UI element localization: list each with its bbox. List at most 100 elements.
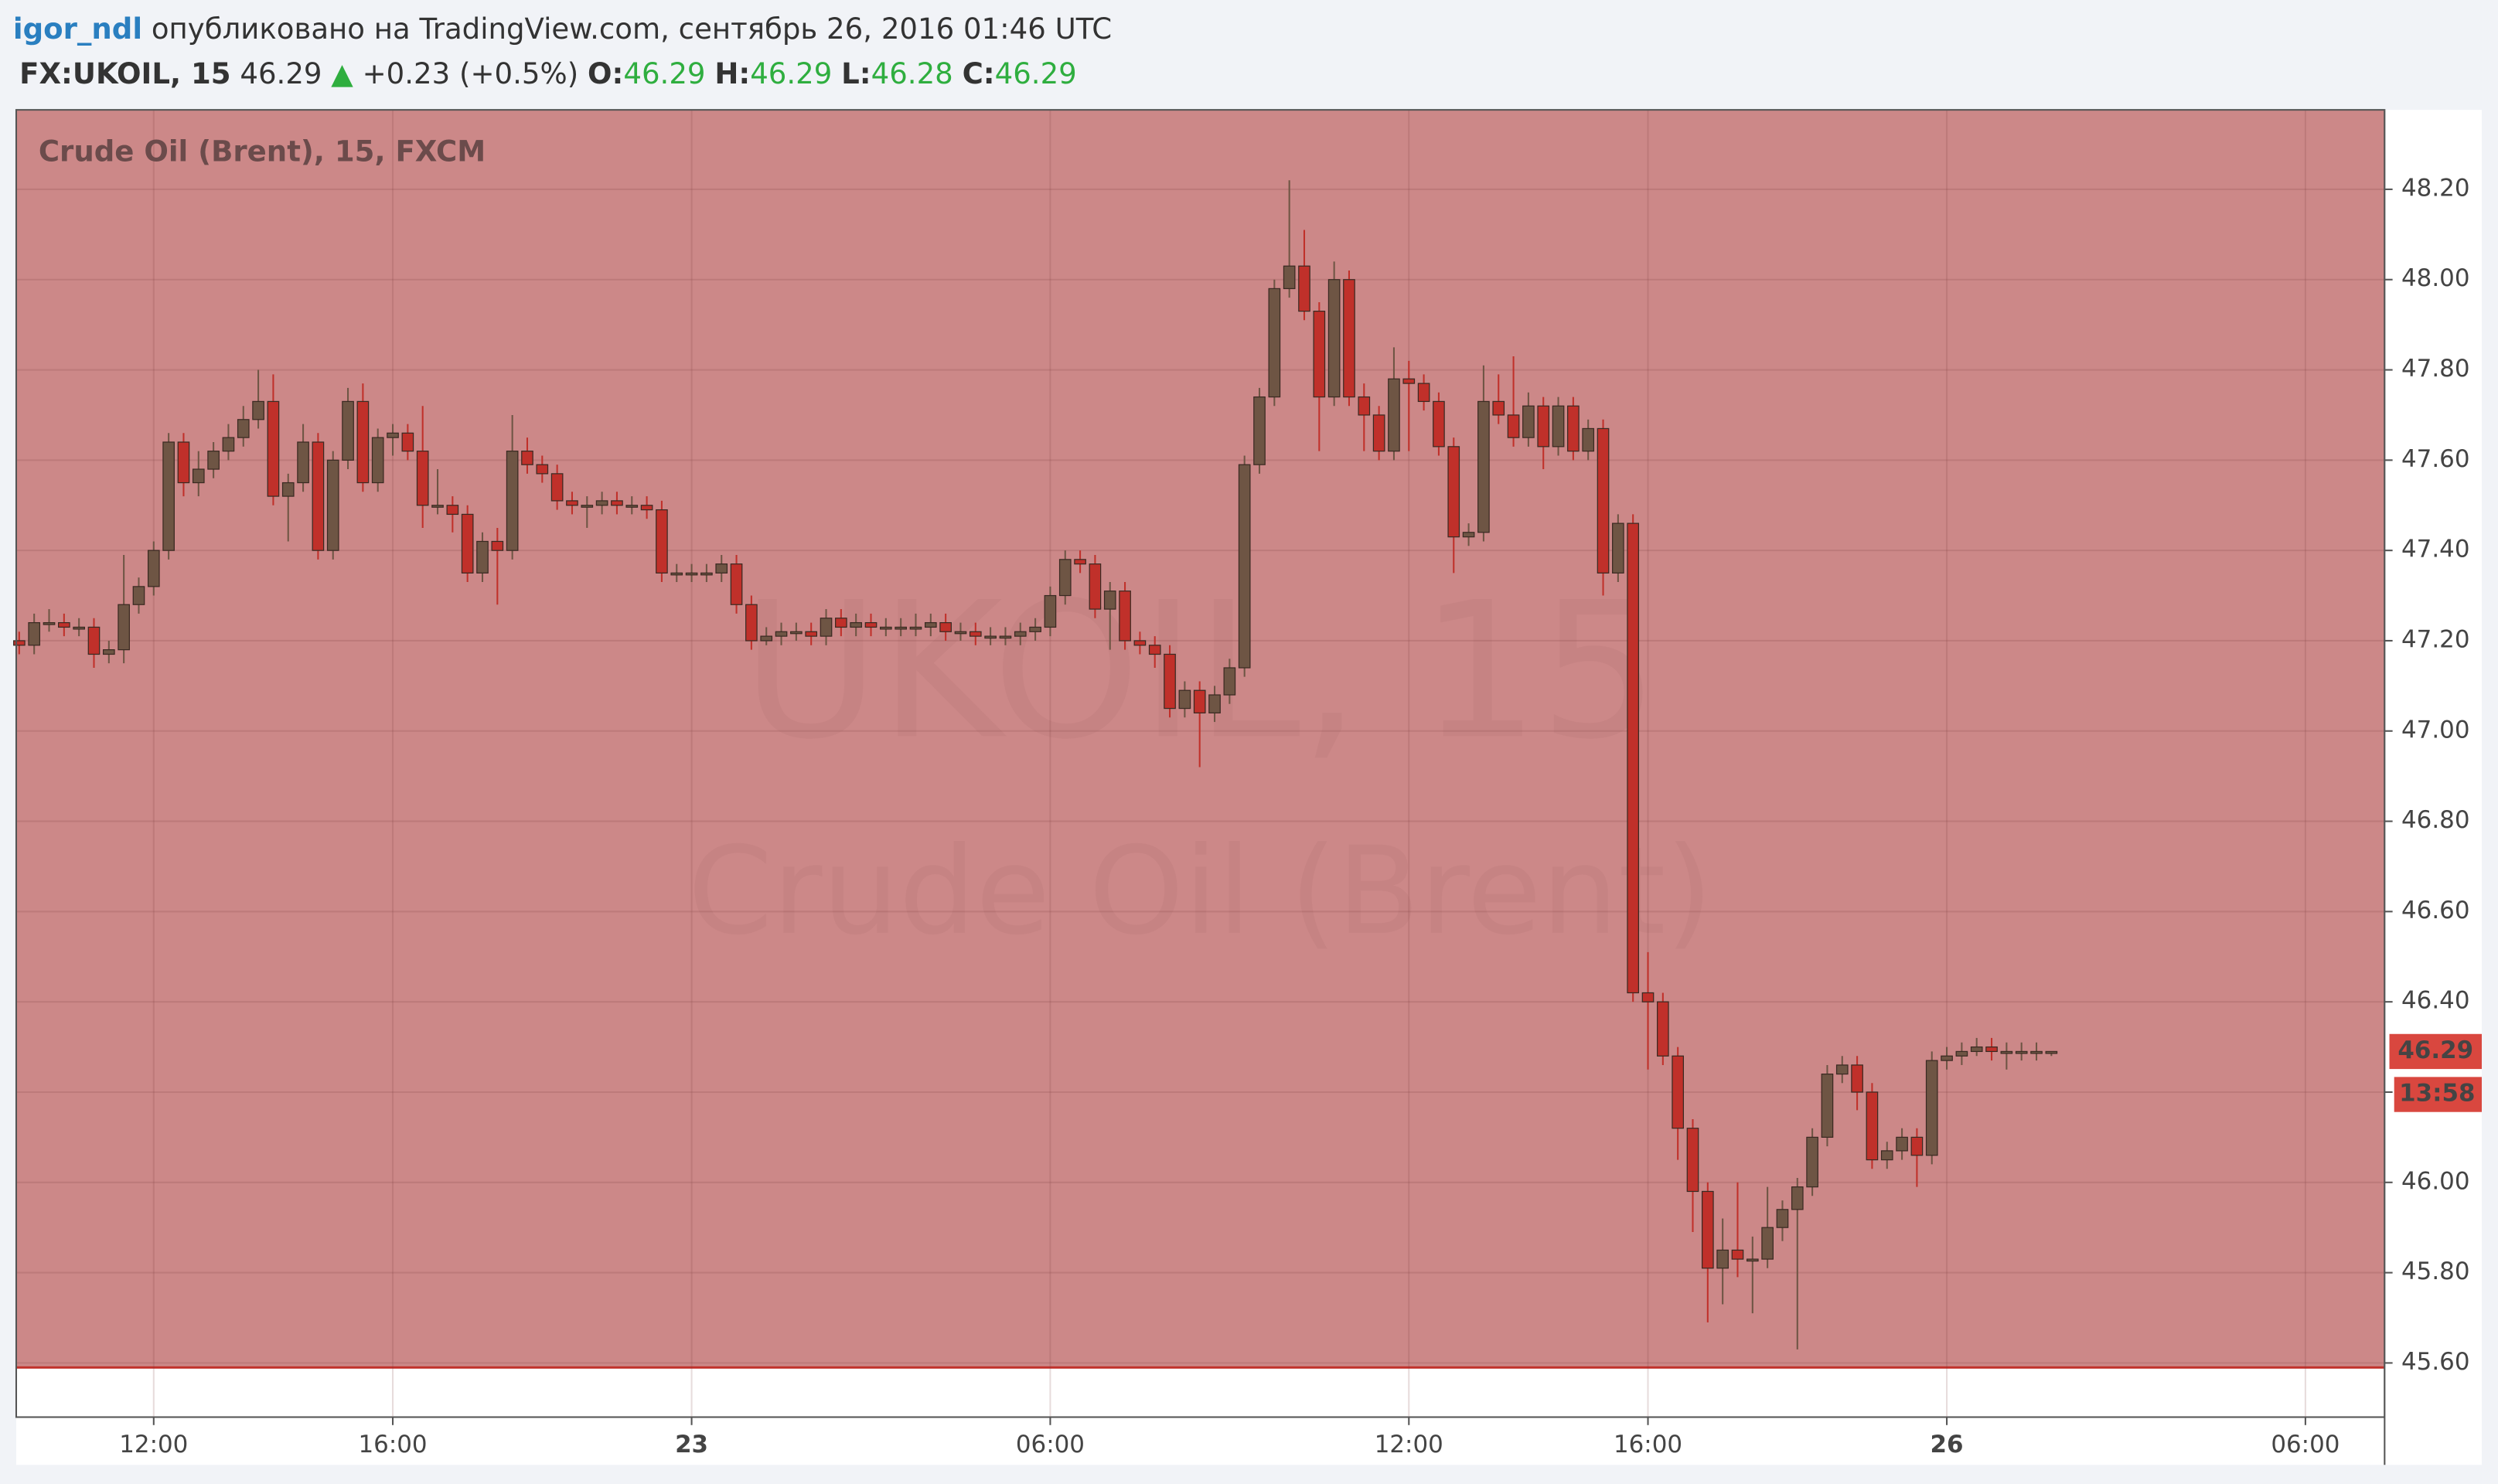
candle-body bbox=[820, 618, 833, 637]
candle-body bbox=[73, 626, 85, 630]
candle-body bbox=[715, 563, 728, 574]
candle-body bbox=[252, 400, 264, 420]
candle-body bbox=[566, 500, 578, 506]
candle-body bbox=[431, 505, 444, 508]
candle-body bbox=[969, 631, 982, 637]
candle-body bbox=[1148, 645, 1161, 655]
candle-body bbox=[1746, 1258, 1759, 1262]
candle-body bbox=[1910, 1136, 1924, 1156]
candle-body bbox=[1029, 626, 1041, 632]
candle-body bbox=[1223, 667, 1236, 696]
candle-body bbox=[1552, 405, 1565, 448]
candle-body bbox=[1103, 591, 1116, 610]
candle-body bbox=[1417, 383, 1430, 403]
candle-body bbox=[1612, 522, 1624, 574]
candle-body bbox=[1641, 992, 1655, 1002]
candle-body bbox=[461, 513, 474, 574]
candle-body bbox=[670, 572, 683, 576]
candle-body bbox=[984, 635, 997, 639]
candle-body bbox=[162, 441, 175, 551]
candle-body bbox=[939, 621, 952, 632]
y-tick-label: 47.60 bbox=[2401, 445, 2469, 473]
candle-body bbox=[1044, 594, 1057, 628]
y-tick-label: 47.80 bbox=[2401, 355, 2469, 383]
candle-body bbox=[1433, 400, 1445, 448]
candle-body bbox=[1627, 522, 1640, 994]
candle-body bbox=[1896, 1136, 1908, 1152]
candle-body bbox=[895, 626, 907, 630]
ohlc-value: 46.29 bbox=[995, 56, 1077, 90]
chart-title: Crude Oil (Brent), 15, FXCM bbox=[39, 134, 486, 168]
candle-body bbox=[43, 621, 56, 625]
y-tick-label: 45.80 bbox=[2401, 1258, 2469, 1285]
candle-body bbox=[2015, 1050, 2028, 1054]
candle-body bbox=[999, 635, 1012, 639]
candle-body bbox=[805, 631, 818, 637]
candle-body bbox=[909, 626, 922, 630]
candle-body bbox=[446, 505, 459, 516]
candle-body bbox=[700, 572, 713, 576]
candle-body bbox=[342, 400, 354, 461]
candle-body bbox=[924, 621, 937, 628]
candle-body bbox=[1672, 1055, 1684, 1129]
candle-body bbox=[1283, 265, 1296, 290]
ohlc-label: C: bbox=[963, 56, 995, 90]
candle-body bbox=[1327, 279, 1341, 398]
candle-body bbox=[1925, 1060, 1938, 1156]
symbol: FX:UKOIL, 15 bbox=[19, 56, 230, 90]
x-tick-label: 16:00 bbox=[1614, 1431, 1682, 1458]
candle-body bbox=[954, 631, 967, 635]
candle-body bbox=[1970, 1046, 1983, 1053]
countdown-label: 13:58 bbox=[2399, 1080, 2475, 1108]
header-line: igor_ndl опубликовано на TradingView.com… bbox=[13, 12, 1112, 46]
candle-body bbox=[1657, 1001, 1669, 1057]
candle-body bbox=[267, 400, 280, 497]
candle-body bbox=[1761, 1227, 1774, 1260]
user[interactable]: igor_ndl bbox=[13, 12, 142, 46]
candle-body bbox=[745, 604, 758, 642]
ohlc-value: 46.29 bbox=[623, 56, 705, 90]
candle-body bbox=[685, 572, 698, 576]
axes: 45.6045.8046.0046.2046.4046.6046.8047.00… bbox=[119, 174, 2483, 1458]
ohlc-value: 46.28 bbox=[871, 56, 953, 90]
x-tick-label: 23 bbox=[675, 1431, 708, 1458]
candle-body bbox=[87, 626, 101, 655]
candle-body bbox=[491, 540, 504, 551]
x-tick-label: 06:00 bbox=[1016, 1431, 1085, 1458]
candle-body bbox=[581, 505, 594, 508]
y-tick-label: 47.40 bbox=[2401, 536, 2469, 563]
candle-body bbox=[1089, 563, 1102, 610]
candle-body bbox=[312, 441, 325, 551]
candle-body bbox=[192, 468, 205, 484]
ohlc-value: 46.29 bbox=[750, 56, 832, 90]
candle-body bbox=[1372, 414, 1385, 452]
candle-body bbox=[371, 437, 384, 484]
candle-body bbox=[1597, 427, 1610, 574]
candle-body bbox=[13, 640, 26, 646]
up-arrow: ▲ bbox=[322, 56, 363, 90]
candle-body bbox=[281, 482, 295, 497]
candle-body bbox=[1238, 464, 1251, 669]
x-tick-label: 12:00 bbox=[119, 1431, 188, 1458]
price: 46.29 bbox=[240, 56, 322, 90]
candle-body bbox=[1507, 414, 1520, 438]
candle-body bbox=[1835, 1064, 1849, 1075]
change: +0.23 (+0.5%) bbox=[363, 56, 579, 90]
candle-body bbox=[2000, 1050, 2013, 1054]
ohlc-label: L: bbox=[841, 56, 871, 90]
candle-body bbox=[790, 631, 803, 635]
candle-body bbox=[1477, 400, 1490, 533]
candle-body bbox=[1298, 265, 1310, 312]
candle-body bbox=[864, 621, 878, 628]
candle-body bbox=[656, 509, 668, 574]
candle-body bbox=[1133, 640, 1147, 646]
candle-body bbox=[1343, 279, 1355, 398]
watermark: Crude Oil (Brent) bbox=[688, 821, 1713, 962]
time-axis bbox=[15, 1417, 2385, 1465]
candle-body bbox=[611, 500, 623, 506]
candle-body bbox=[1776, 1209, 1789, 1228]
candle-body bbox=[775, 631, 788, 637]
candle-body bbox=[1193, 689, 1206, 714]
